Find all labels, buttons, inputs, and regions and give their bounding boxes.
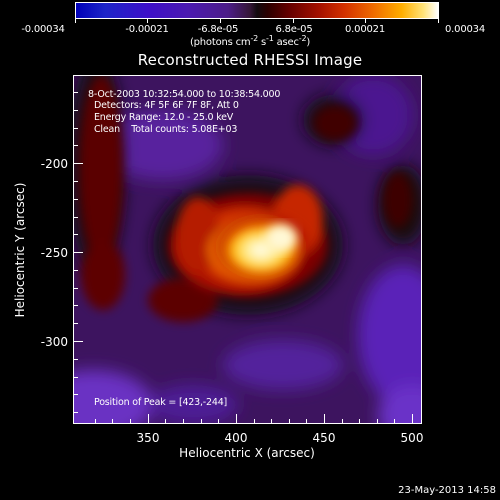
y-axis-minor-tick bbox=[73, 181, 78, 182]
x-axis-minor-tick bbox=[377, 419, 378, 424]
x-axis-tick-label: 400 bbox=[224, 431, 248, 445]
colorbar-tick-label: -6.8e-05 bbox=[197, 24, 239, 35]
y-axis-tick bbox=[73, 163, 83, 164]
y-axis-tick-label: -300 bbox=[40, 335, 68, 349]
x-axis-minor-tick bbox=[359, 419, 360, 424]
y-axis-minor-tick bbox=[73, 323, 78, 324]
y-axis-minor-tick bbox=[73, 412, 78, 413]
colorbar-tick-label: 6.8e-05 bbox=[275, 24, 313, 35]
y-axis-tick-label: -200 bbox=[40, 157, 68, 171]
x-axis-title: Heliocentric X (arcsec) bbox=[179, 446, 315, 460]
colorbar-tick-label: -0.00021 bbox=[125, 24, 169, 35]
y-axis-minor-tick bbox=[73, 128, 78, 129]
y-axis-minor-tick bbox=[73, 110, 78, 111]
y-axis-minor-tick bbox=[73, 145, 78, 146]
y-axis-minor-tick bbox=[73, 92, 78, 93]
x-axis-tick bbox=[236, 414, 237, 424]
colorbar-tick bbox=[438, 18, 439, 23]
colorbar-tick bbox=[75, 18, 76, 23]
x-axis-minor-tick bbox=[201, 419, 202, 424]
x-axis-minor-tick bbox=[218, 419, 219, 424]
x-axis-minor-tick bbox=[95, 419, 96, 424]
x-axis-minor-tick bbox=[130, 419, 131, 424]
peak-position: Position of Peak = [423,-244] bbox=[94, 397, 228, 408]
rhessi-image bbox=[73, 75, 422, 424]
y-axis-tick bbox=[73, 341, 83, 342]
x-axis-minor-tick bbox=[342, 419, 343, 424]
x-axis-minor-tick bbox=[271, 419, 272, 424]
plot-title: Reconstructed RHESSI Image bbox=[137, 51, 363, 69]
y-axis-minor-tick bbox=[73, 394, 78, 395]
y-axis-title: Heliocentric Y (arcsec) bbox=[13, 182, 27, 318]
x-axis-minor-tick bbox=[254, 419, 255, 424]
x-axis-minor-tick bbox=[306, 419, 307, 424]
y-axis-minor-tick bbox=[73, 199, 78, 200]
x-axis-tick bbox=[324, 414, 325, 424]
y-axis-minor-tick bbox=[73, 288, 78, 289]
y-axis-minor-tick bbox=[73, 377, 78, 378]
colorbar-tick bbox=[147, 18, 148, 23]
colorbar bbox=[75, 2, 439, 19]
x-axis-tick-label: 350 bbox=[136, 431, 160, 445]
rhessi-image-raster bbox=[73, 75, 422, 424]
x-axis-tick bbox=[148, 414, 149, 424]
y-axis-minor-tick bbox=[73, 305, 78, 306]
y-axis-tick-label: -250 bbox=[40, 246, 68, 260]
time-range: 8-Oct-2003 10:32:54.000 to 10:38:54.000 bbox=[88, 89, 281, 100]
colorbar-tick-label: -0.00034 bbox=[21, 24, 65, 35]
y-axis-minor-tick bbox=[73, 270, 78, 271]
x-axis-minor-tick bbox=[394, 419, 395, 424]
y-axis-minor-tick bbox=[73, 217, 78, 218]
footer-timestamp: 23-May-2013 14:58 bbox=[398, 485, 496, 496]
colorbar-tick-label: 0.00034 bbox=[445, 24, 485, 35]
energy-range: Energy Range: 12.0 - 25.0 keV bbox=[94, 112, 234, 123]
x-axis-minor-tick bbox=[165, 419, 166, 424]
colorbar-tick bbox=[365, 18, 366, 23]
colorbar-tick bbox=[220, 18, 221, 23]
detectors: Detectors: 4F 5F 6F 7F 8F, Att 0 bbox=[94, 100, 239, 111]
y-axis-minor-tick bbox=[73, 359, 78, 360]
x-axis-tick bbox=[412, 414, 413, 424]
x-axis-minor-tick bbox=[112, 419, 113, 424]
colorbar-units: (photons cm-2 s-1 asec-2) bbox=[189, 34, 311, 49]
method-counts: Clean Total counts: 5.08E+03 bbox=[94, 124, 238, 135]
x-axis-tick-label: 450 bbox=[312, 431, 336, 445]
y-axis-tick bbox=[73, 252, 83, 253]
x-axis-tick-label: 500 bbox=[400, 431, 424, 445]
colorbar-tick-label: 0.00021 bbox=[345, 24, 385, 35]
colorbar-tick bbox=[293, 18, 294, 23]
x-axis-minor-tick bbox=[289, 419, 290, 424]
y-axis-minor-tick bbox=[73, 234, 78, 235]
x-axis-minor-tick bbox=[183, 419, 184, 424]
